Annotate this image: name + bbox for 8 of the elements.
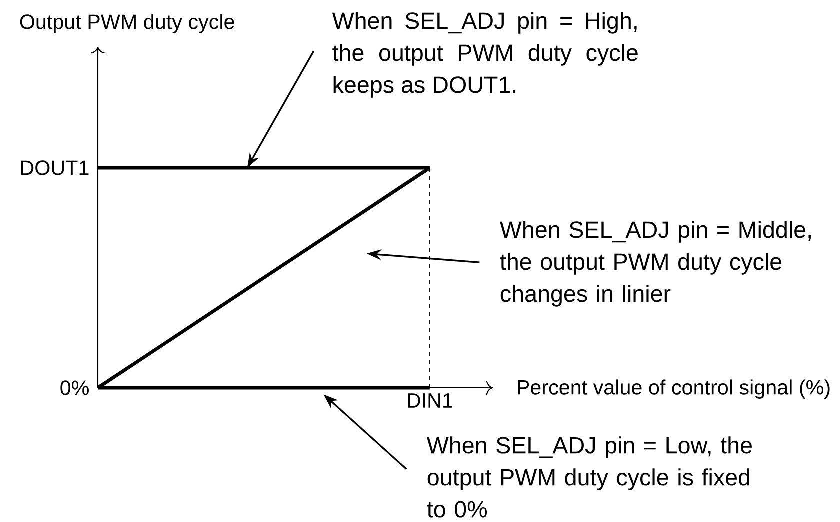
text: When SEL_ADJ pin = Low, the output PWM duty cycle is fixed to 0% <box>426 436 752 518</box>
text: When SEL_ADJ pin = High, the output PWM duty cycle keeps as DOUT1. <box>332 12 638 98</box>
annotation: When SEL_ADJ pin = Middle, the output PWM duty cycle changes in linier <box>500 221 811 307</box>
text: Output PWM duty cycle <box>20 14 234 34</box>
annotation: 0% <box>60 380 89 396</box>
text: DIN1 <box>408 394 452 408</box>
annotation: DOUT1 <box>21 160 89 176</box>
x-axis-title: Percent value of control signal (%) <box>518 380 830 399</box>
